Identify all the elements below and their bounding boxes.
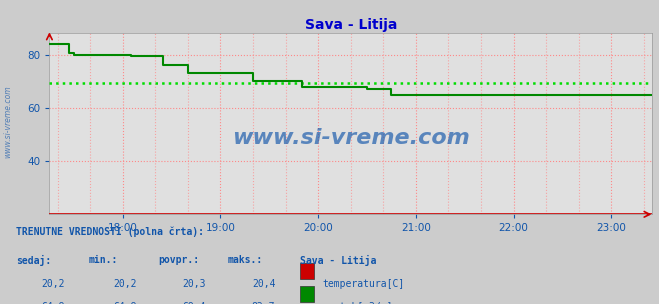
Text: temperatura[C]: temperatura[C] <box>322 279 405 289</box>
Text: 20,2: 20,2 <box>113 279 137 289</box>
Bar <box>300 263 314 279</box>
Text: Sava - Litija: Sava - Litija <box>300 255 376 266</box>
Text: sedaj:: sedaj: <box>16 255 51 266</box>
Text: 64,9: 64,9 <box>113 302 137 304</box>
Text: TRENUTNE VREDNOSTI (polna črta):: TRENUTNE VREDNOSTI (polna črta): <box>16 226 204 237</box>
Text: 64,9: 64,9 <box>41 302 65 304</box>
Text: pretok[m3/s]: pretok[m3/s] <box>322 302 393 304</box>
Bar <box>300 286 314 302</box>
Title: Sava - Litija: Sava - Litija <box>304 18 397 32</box>
Text: 69,4: 69,4 <box>183 302 206 304</box>
Text: 20,3: 20,3 <box>183 279 206 289</box>
Text: 20,4: 20,4 <box>252 279 275 289</box>
Text: 20,2: 20,2 <box>41 279 65 289</box>
Text: www.si-vreme.com: www.si-vreme.com <box>232 128 470 148</box>
Text: 82,7: 82,7 <box>252 302 275 304</box>
Text: povpr.:: povpr.: <box>158 255 199 265</box>
Text: maks.:: maks.: <box>227 255 262 265</box>
Text: min.:: min.: <box>89 255 119 265</box>
Text: www.si-vreme.com: www.si-vreme.com <box>3 85 13 158</box>
